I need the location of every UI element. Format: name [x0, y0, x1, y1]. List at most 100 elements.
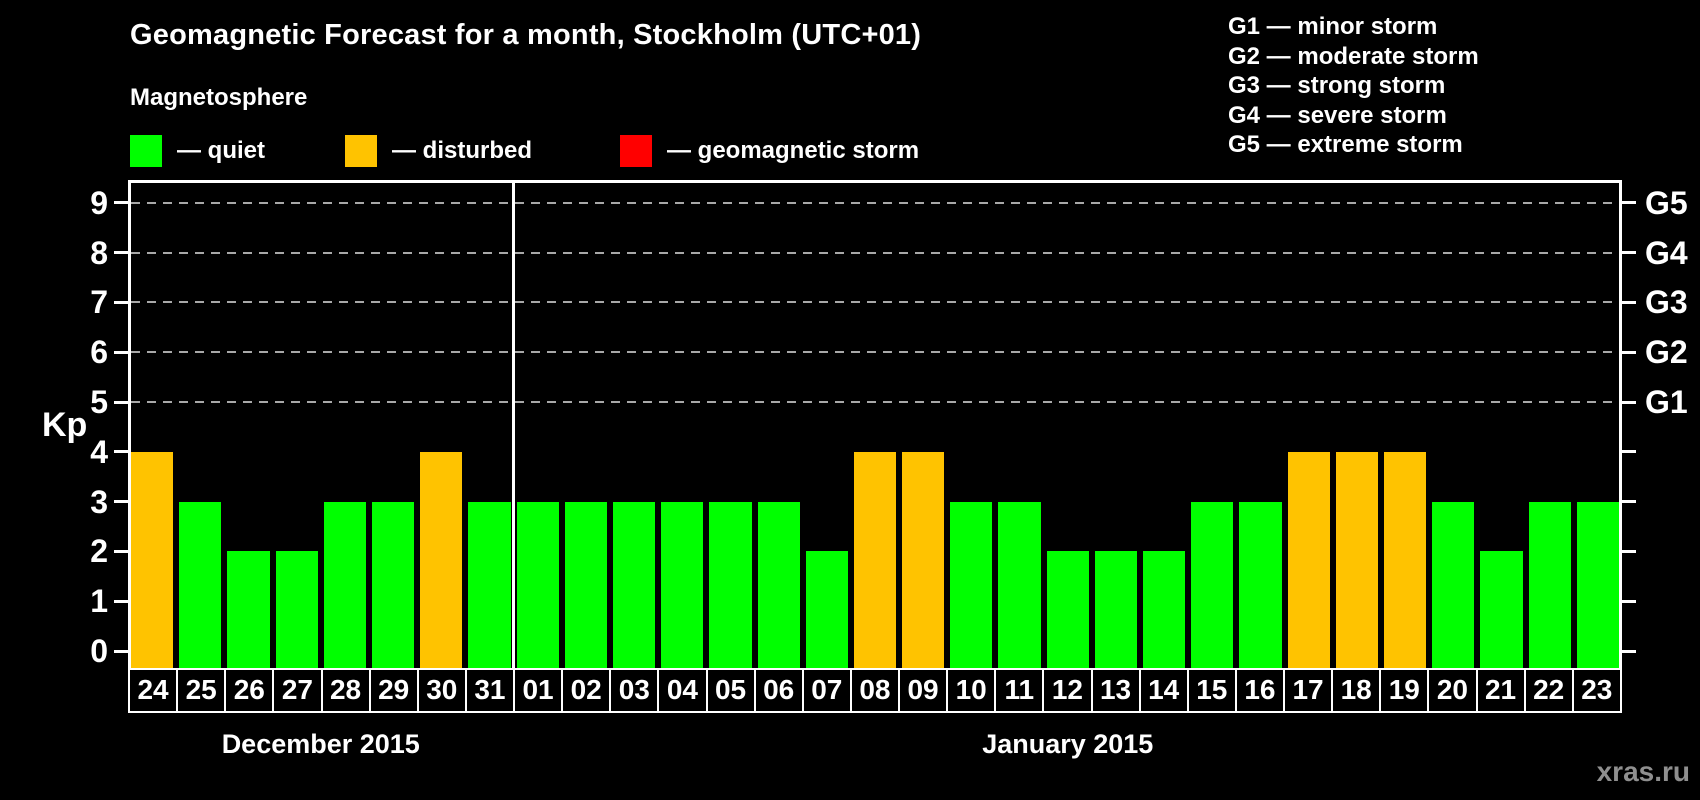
gridline-kp8: [131, 251, 1619, 254]
y-tick-right: [1622, 300, 1636, 304]
bar-day-16: [1239, 501, 1282, 668]
bar-day-18: [1335, 451, 1379, 668]
y-tick-label: 9: [90, 184, 108, 221]
day-label-cell: 25: [176, 668, 227, 713]
bar-day-01: [516, 501, 559, 668]
day-label-cell: 01: [513, 668, 564, 713]
bar-day-30: [420, 451, 463, 668]
y-tick-label: 7: [90, 284, 108, 321]
bar-day-03: [612, 501, 656, 668]
bar-day-09: [902, 451, 945, 668]
gridline-kp7: [131, 301, 1619, 304]
day-label-cell: 18: [1331, 668, 1382, 713]
g-axis-label-g1: G1: [1645, 384, 1688, 420]
bar-day-11: [998, 501, 1041, 668]
y-tick-left: [114, 400, 128, 404]
bar-day-06: [757, 501, 800, 668]
month-divider: [512, 183, 516, 668]
gridline-kp6: [131, 351, 1619, 354]
day-label-cell: 20: [1427, 668, 1478, 713]
bar-day-07: [805, 551, 848, 668]
day-label-cell: 19: [1379, 668, 1430, 713]
y-tick-right: [1622, 450, 1636, 454]
bar-day-27: [275, 551, 318, 668]
day-label-cell: 27: [272, 668, 323, 713]
y-tick-right: [1622, 400, 1636, 404]
y-tick-left: [114, 201, 128, 205]
y-tick-left: [114, 599, 128, 603]
quiet-color-swatch: [130, 135, 162, 167]
y-tick-left: [114, 450, 128, 454]
page-title: Geomagnetic Forecast for a month, Stockh…: [130, 19, 922, 51]
bar-day-22: [1528, 501, 1571, 668]
gridline-kp5: [131, 401, 1619, 403]
day-label-cell: 03: [609, 668, 660, 713]
y-tick-label: 3: [90, 483, 108, 520]
day-label-cell: 17: [1283, 668, 1334, 713]
bar-day-26: [227, 551, 270, 668]
plot-border: [128, 180, 1622, 668]
bar-day-25: [179, 501, 222, 668]
bar-day-13: [1094, 551, 1138, 668]
y-tick-right: [1622, 251, 1636, 255]
day-label-cell: 13: [1090, 668, 1141, 713]
day-label-cell: 11: [994, 668, 1045, 713]
bar-day-02: [564, 501, 607, 668]
bar-day-28: [323, 501, 366, 668]
bar-day-10: [950, 501, 993, 668]
y-tick-right: [1622, 599, 1636, 603]
bar-day-12: [1046, 551, 1089, 668]
day-label-cell: 22: [1523, 668, 1574, 713]
day-label-cell: 30: [416, 668, 467, 713]
bar-day-15: [1191, 501, 1234, 668]
month-label: January 2015: [982, 729, 1154, 759]
g2-legend-line: G2 — moderate storm: [1228, 42, 1479, 70]
y-tick-right: [1622, 549, 1636, 553]
legend-item-geomagnetic-storm: — geomagnetic storm: [620, 134, 919, 168]
gridline-kp9: [131, 201, 1619, 204]
g3-legend-line: G3 — strong storm: [1228, 72, 1446, 99]
y-tick-label: 1: [90, 583, 108, 620]
y-tick-left: [114, 300, 128, 304]
day-label-cell: 06: [753, 668, 804, 713]
y-tick-left: [114, 251, 128, 255]
g-axis-label-g3: G3: [1645, 284, 1688, 321]
day-label-cell: 09: [898, 668, 949, 713]
day-label-row: 24 25 26 27 28 29 30 31 01 02 03 04 05 06 07 08 09 10 11 12…: [128, 668, 1622, 713]
day-label-cell: 14: [1138, 668, 1189, 713]
day-label-cell: 08: [849, 668, 900, 713]
disturbed-color-swatch: [345, 135, 377, 167]
legend-item-label: — quiet: [177, 137, 265, 164]
y-tick-left: [114, 500, 128, 504]
month-label: December 2015: [221, 729, 420, 759]
bar-day-24: [131, 451, 174, 668]
y-tick-right: [1622, 500, 1636, 504]
bar-day-04: [661, 501, 704, 668]
g5-legend-line: G5 — extreme storm: [1228, 131, 1463, 158]
day-label-cell: 12: [1042, 668, 1093, 713]
y-tick-label: 5: [90, 384, 108, 420]
bar-day-05: [709, 501, 752, 668]
y-tick-right: [1622, 350, 1636, 354]
day-label-cell: 29: [368, 668, 419, 713]
y-tick-label: 2: [90, 533, 108, 570]
bar-day-19: [1384, 451, 1427, 668]
day-label-cell: 26: [224, 668, 275, 713]
day-label-cell: 16: [1234, 668, 1285, 713]
bar-day-20: [1432, 501, 1475, 668]
watermark: xras.ru: [1596, 756, 1690, 787]
y-tick-label: 0: [90, 633, 108, 669]
bar-day-08: [853, 451, 897, 668]
y-tick-label: 4: [90, 433, 108, 470]
bar-day-23: [1576, 501, 1619, 668]
g1-legend-line: G1 — minor storm: [1228, 13, 1438, 40]
g-axis-label-g4: G4: [1645, 234, 1688, 271]
legend-item-label: — disturbed: [392, 137, 533, 164]
day-label-cell: 04: [657, 668, 708, 713]
g4-legend-line: G4 — severe storm: [1228, 101, 1447, 129]
g-scale-legend: G1 — minor storm G2 — moderate storm G3 …: [1228, 12, 1479, 160]
day-label-cell: 05: [705, 668, 756, 713]
y-tick-left: [114, 549, 128, 553]
legend-item-quiet: — quiet: [130, 134, 265, 168]
g-axis-label-g2: G2: [1645, 334, 1688, 371]
